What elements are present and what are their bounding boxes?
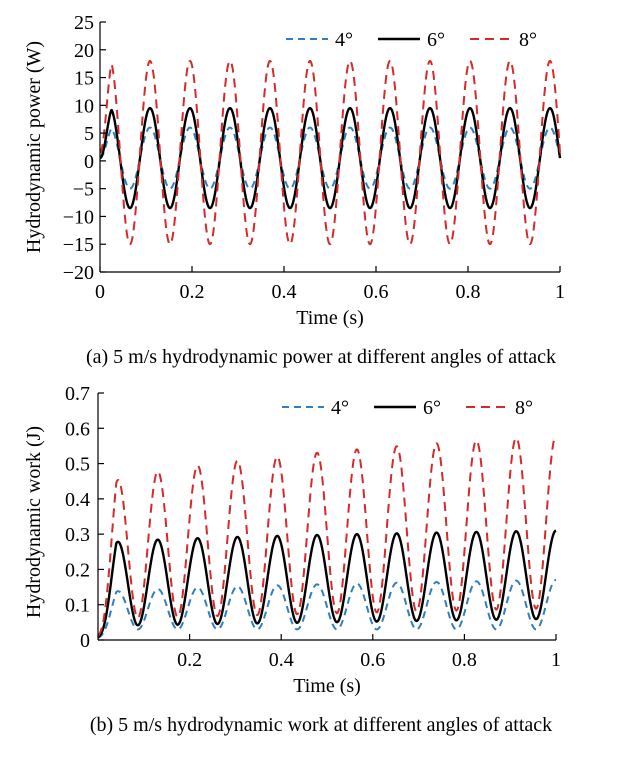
work-x-tick-label: 0.2	[177, 649, 202, 671]
power-series-6deg-line	[99, 106, 562, 210]
power-y-tick-label: −10	[63, 206, 94, 228]
work-y-tick-label: 0.6	[65, 418, 90, 440]
power-caption: (a) 5 m/s hydrodynamic power at differen…	[86, 346, 556, 368]
work-y-tick-label: 0.5	[65, 454, 90, 476]
work-y-tick-label: 0.7	[65, 383, 90, 405]
work-legend-8-label: 8°	[515, 397, 533, 419]
work-x-tick-label: 0.6	[360, 649, 385, 671]
power-legend-6-label: 6°	[427, 29, 445, 51]
power-series-group	[99, 59, 562, 246]
power-series-4deg-line	[99, 126, 561, 190]
work-y-tick-label: 0.3	[65, 524, 90, 546]
power-y-tick-label: 5	[84, 123, 94, 145]
power-y-tick-label: 25	[74, 12, 94, 34]
power-x-axis-label: Time (s)	[296, 307, 364, 329]
power-y-tick-label: −5	[73, 179, 94, 201]
work-legend-6-label: 6°	[423, 397, 441, 419]
work-y-tick-label: 0.4	[65, 489, 90, 511]
work-x-tick-label: 0.8	[452, 649, 477, 671]
work-legend-4-label: 4°	[331, 397, 349, 419]
power-x-tick-label: 0.4	[272, 281, 297, 303]
power-x-tick-label: 0.6	[364, 281, 389, 303]
power-y-tick-label: 15	[74, 68, 94, 90]
power-y-tick-label: −15	[63, 234, 94, 256]
power-y-tick-label: 10	[74, 95, 94, 117]
power-y-tick-group: −20 −15 −10 −5 0 5 10 15 20 25	[63, 12, 106, 284]
power-chart: −20 −15 −10 −5 0 5 10 15 20 25 0 0.2 0.4 0.6 0.8 1 Tim…	[23, 12, 565, 329]
work-y-axis-label: Hydrodynamic work (J)	[23, 426, 45, 618]
work-x-axis-label: Time (s)	[293, 675, 361, 697]
work-y-tick-group: 0 0.1 0.2 0.3 0.4 0.5 0.6 0.7	[65, 383, 104, 652]
power-x-tick-label: 0.2	[180, 281, 205, 303]
work-series-8deg-line	[97, 434, 557, 637]
power-x-tick-label: 0.8	[456, 281, 481, 303]
power-y-axis-label: Hydrodynamic power (W)	[23, 41, 45, 253]
power-y-tick-label: 20	[74, 40, 94, 62]
power-series-8deg-line	[99, 59, 561, 246]
power-legend-4-label: 4°	[335, 29, 353, 51]
work-y-tick-label: 0	[80, 630, 90, 652]
work-y-tick-label: 0.1	[65, 595, 90, 617]
work-x-tick-label: 1	[551, 649, 561, 671]
power-legend: 4° 6° 8°	[286, 29, 537, 51]
work-x-tick-group: 0.2 0.4 0.6 0.8 1	[177, 634, 561, 671]
power-x-tick-label: 0	[95, 281, 105, 303]
power-legend-8-label: 8°	[519, 29, 537, 51]
work-legend: 4° 6° 8°	[282, 397, 533, 419]
power-x-tick-label: 1	[555, 281, 565, 303]
work-y-tick-label: 0.2	[65, 559, 90, 581]
work-series-group	[97, 434, 557, 639]
power-x-tick-group: 0 0.2 0.4 0.6 0.8 1	[95, 266, 565, 303]
work-series-4deg-line	[97, 579, 557, 639]
work-x-tick-label: 0.4	[269, 649, 294, 671]
power-y-tick-label: 0	[84, 151, 94, 173]
work-chart: 0 0.1 0.2 0.3 0.4 0.5 0.6 0.7 0.2 0.4 0.6 0.8 1 Tim…	[23, 383, 561, 697]
work-series-6deg-line	[97, 529, 557, 639]
work-caption: (b) 5 m/s hydrodynamic work at different…	[90, 714, 552, 736]
power-y-tick-label: −20	[63, 262, 94, 284]
